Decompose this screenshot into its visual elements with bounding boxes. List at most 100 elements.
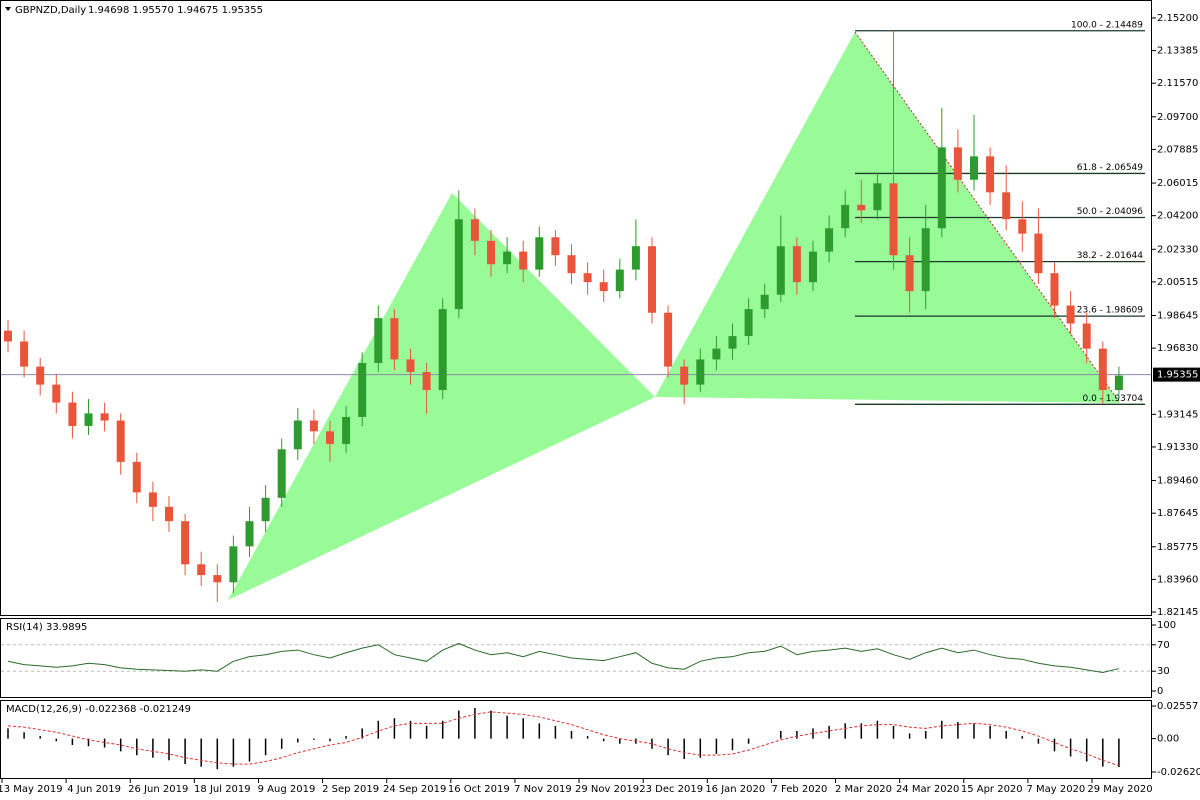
candle-body (921, 228, 930, 292)
candle-body (841, 204, 850, 229)
x-tick-label: 26 Jun 2019 (128, 784, 188, 795)
candle-body (148, 492, 157, 507)
candle-body (825, 228, 834, 252)
candle-body (84, 413, 93, 426)
candle-body (374, 318, 383, 364)
fib-label: 100.0 - 2.14489 (1071, 20, 1143, 30)
candle-body (760, 294, 769, 310)
candle-body (583, 273, 592, 283)
y-tick-label: 2.04200 (1157, 211, 1198, 222)
rsi-line (7, 642, 1120, 674)
candle-body (261, 497, 270, 522)
candle-body (1034, 233, 1043, 274)
candle-body (470, 219, 479, 241)
candle-body (4, 330, 12, 342)
candle-body (1050, 273, 1059, 306)
main-panel-border (0, 0, 1152, 616)
y-tick-label: 0 (1157, 686, 1163, 697)
candle-body (1114, 375, 1123, 390)
candle-body (100, 413, 109, 421)
y-tick-label: 1.85775 (1157, 542, 1198, 553)
x-tick-label: 7 Feb 2020 (771, 784, 827, 795)
candle-body (519, 251, 528, 270)
candle-body (889, 183, 898, 256)
candle-body (680, 366, 689, 385)
x-tick-label: 29 Nov 2019 (575, 784, 639, 795)
y-tick-label: 1.96830 (1157, 343, 1198, 354)
candle-body (953, 147, 962, 180)
macd-title: MACD(12,26,9) -0.022368 -0.021249 (6, 704, 191, 715)
y-tick-label: 2.07885 (1157, 144, 1198, 155)
candle-body (744, 309, 753, 337)
y-tick-label: 1.82145 (1157, 607, 1198, 618)
candle-body (438, 309, 447, 390)
candle-body (20, 341, 29, 367)
x-tick-label: 29 May 2020 (1087, 784, 1152, 795)
candle-body (567, 255, 576, 274)
y-tick-label: 0.00 (1157, 734, 1179, 745)
candle-body (503, 251, 512, 265)
price-box-label: 1.95355 (1157, 370, 1198, 381)
y-tick-label: 2.09700 (1157, 112, 1198, 123)
price-box (1153, 367, 1200, 382)
x-tick-label: 16 Oct 2019 (448, 784, 510, 795)
candle-body (696, 359, 705, 385)
x-tick-label: 13 May 2019 (0, 784, 63, 795)
candle-body (245, 521, 254, 547)
fib-label: 23.6 - 1.98609 (1077, 306, 1143, 316)
candle-body (792, 246, 801, 283)
x-tick-label: 24 Sep 2019 (383, 784, 446, 795)
y-tick-label: 2.11570 (1157, 78, 1198, 89)
candle-body (615, 269, 624, 292)
y-tick-label: 1.89460 (1157, 476, 1198, 487)
candle-body (1082, 323, 1091, 349)
candle-body (197, 564, 206, 576)
candle-body (631, 246, 640, 270)
candle-body (406, 359, 415, 373)
x-tick-label: 15 Apr 2020 (961, 784, 1023, 795)
fib-label: 38.2 - 2.01644 (1077, 251, 1143, 261)
symbol-title: GBPNZD,Daily (15, 5, 86, 16)
candle-body (809, 251, 817, 283)
y-tick-label: 0.02557 (1157, 701, 1198, 712)
y-tick-label: 1.83960 (1157, 574, 1198, 585)
y-tick-label: 30 (1157, 666, 1170, 677)
x-tick-label: 7 Nov 2019 (514, 784, 572, 795)
candle-body (1018, 219, 1027, 234)
quote: 1.94698 1.95570 1.94675 1.95355 (88, 5, 263, 16)
x-tick-label: 7 May 2020 (1026, 784, 1085, 795)
candle-body (599, 282, 608, 292)
x-tick-label: 18 Jul 2019 (194, 784, 251, 795)
candle-body (454, 219, 463, 310)
candle-body (535, 237, 544, 270)
macd-signal (7, 711, 1120, 767)
candle-body (986, 156, 995, 193)
y-tick-label: 1.91330 (1157, 442, 1198, 453)
candle-body (390, 318, 399, 360)
y-tick-label: 2.06015 (1157, 178, 1198, 189)
rsi-panel-border (0, 618, 1152, 698)
candle-body (52, 384, 61, 403)
candle-body (857, 204, 866, 211)
candle-body (1098, 348, 1107, 390)
x-tick-label: 23 Dec 2019 (639, 784, 703, 795)
x-tick-label: 16 Jan 2020 (705, 784, 765, 795)
candle-body (776, 246, 785, 295)
rsi-title: RSI(14) 33.9895 (6, 622, 87, 633)
y-tick-label: 2.15200 (1157, 13, 1198, 24)
candle-body (712, 348, 721, 360)
candle-body (358, 363, 367, 417)
pattern-xab (228, 193, 655, 600)
candle-body (116, 420, 125, 462)
candle-body (293, 420, 302, 450)
macd-panel-border (0, 700, 1152, 779)
candle-body (487, 240, 495, 265)
candle-body (342, 416, 351, 444)
candle-body (1002, 192, 1011, 220)
y-tick-label: 2.02330 (1157, 244, 1198, 255)
candle-body (970, 156, 978, 180)
x-tick-label: 2 Sep 2019 (322, 784, 379, 795)
menu-arrow[interactable] (5, 7, 11, 11)
y-tick-label: 100 (1157, 620, 1176, 631)
